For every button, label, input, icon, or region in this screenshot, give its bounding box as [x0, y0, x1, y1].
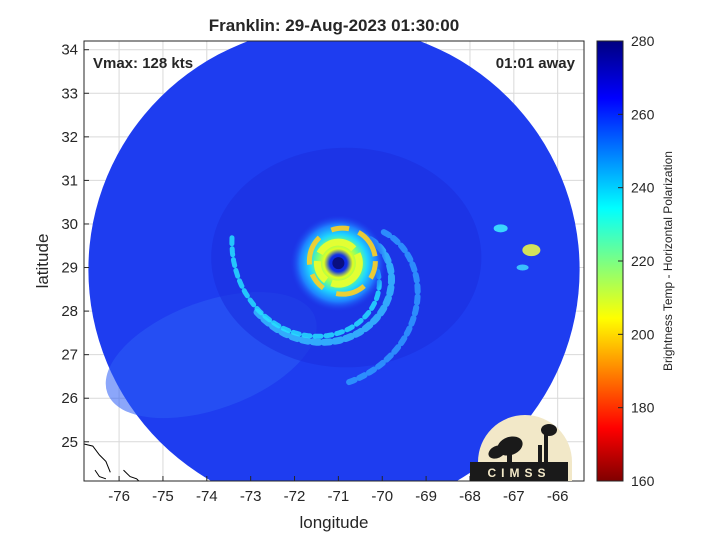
colorbar-tick-label: 260 [631, 106, 655, 122]
colorbar: 160 180 200 220 240 260 280 Brightness Temp - … [596, 33, 675, 489]
convective-cell [493, 224, 508, 233]
colorbar-label: Brightness Temp - Horizontal Polarizatio… [661, 151, 675, 371]
colorbar-tick-label: 200 [631, 326, 655, 342]
coastline-segment [94, 469, 107, 480]
y-tick-label: 33 [61, 85, 78, 102]
spiral-rainband [343, 229, 421, 386]
x-tick-label: -72 [284, 488, 306, 505]
spiral-rainband [229, 232, 382, 339]
y-tick-label: 25 [61, 434, 78, 451]
x-tick-label: -73 [240, 488, 262, 505]
inner-eyewall-ring [313, 238, 363, 288]
x-tick-label: -66 [547, 488, 569, 505]
y-tick-label: 29 [61, 260, 78, 277]
eye [332, 257, 345, 270]
colorbar-ticks: 160 180 200 220 240 260 280 [618, 33, 655, 489]
y-tick-label: 34 [61, 42, 78, 59]
coastline-segment [123, 469, 140, 481]
x-tick-label: -67 [503, 488, 525, 505]
axes-box [83, 40, 585, 482]
cimss-logo: CIMSS [470, 415, 572, 481]
colorbar-tick-label: 280 [631, 33, 655, 49]
y-tick-label: 28 [61, 303, 78, 320]
colorbar-tick-label: 220 [631, 253, 655, 269]
x-tick-label: -68 [459, 488, 481, 505]
y-tick-label: 27 [61, 347, 78, 364]
x-axis-label: longitude [299, 513, 368, 532]
colorbar-tick-label: 240 [631, 180, 655, 196]
y-axis-label: latitude [33, 234, 52, 289]
vmax-annotation: Vmax: 128 kts [93, 55, 193, 72]
x-tick-label: -75 [152, 488, 174, 505]
y-tick-label: 32 [61, 129, 78, 146]
brightness-temp-swath [88, 41, 580, 481]
chart-title: Franklin: 29-Aug-2023 01:30:00 [209, 16, 459, 35]
x-tick-label: -70 [371, 488, 393, 505]
x-axis-ticks: -76 -75 -74 -73 -72 -71 -70 -69 -68 -67 -66 [108, 476, 569, 505]
cimss-logo-text: CIMSS [487, 466, 550, 480]
time-away-annotation: 01:01 away [496, 55, 576, 72]
colorbar-tick-label: 180 [631, 400, 655, 416]
x-tick-label: -76 [108, 488, 130, 505]
colorbar-tick-label: 160 [631, 473, 655, 489]
y-tick-label: 26 [61, 390, 78, 407]
convective-cell [516, 264, 529, 271]
x-tick-label: -69 [415, 488, 437, 505]
coastline-segment [84, 443, 111, 473]
convective-cell [522, 244, 541, 257]
y-axis-ticks: 25 26 27 28 29 30 31 32 33 34 [61, 42, 89, 451]
outer-eyewall-ring [306, 225, 378, 297]
bahamas-coastline [84, 443, 140, 481]
x-tick-label: -71 [328, 488, 350, 505]
y-tick-label: 31 [61, 172, 78, 189]
y-tick-label: 30 [61, 216, 78, 233]
x-tick-label: -74 [196, 488, 218, 505]
